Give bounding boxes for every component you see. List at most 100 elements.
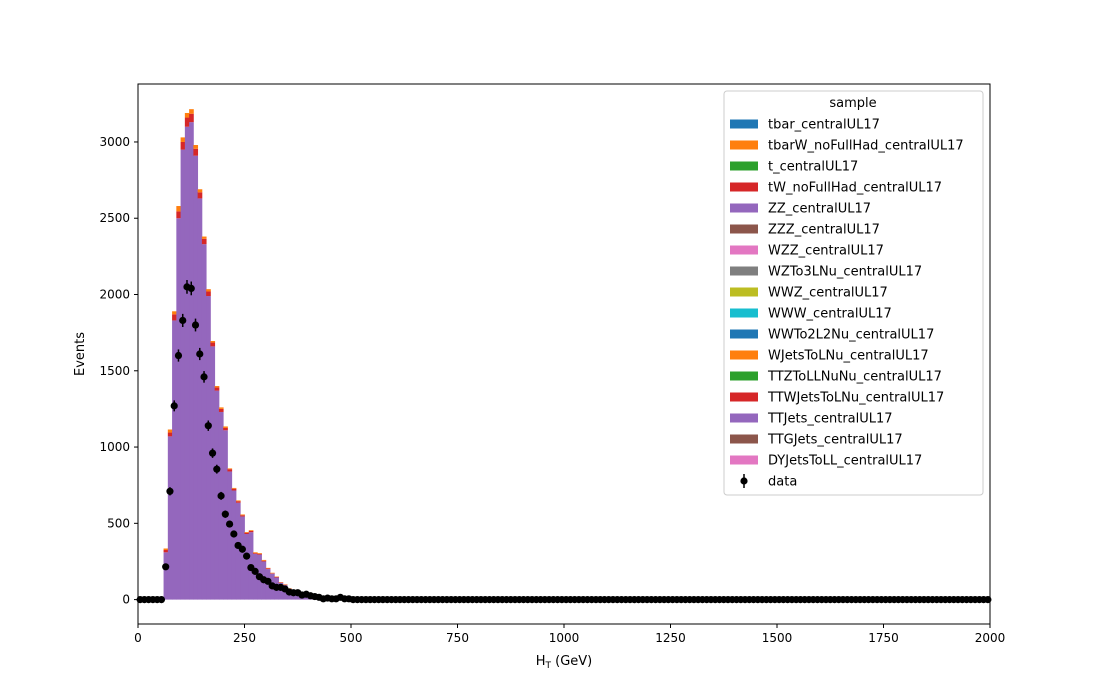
bar-wjets-13 <box>218 407 224 409</box>
bar-wjets-18 <box>240 514 245 516</box>
bar-wjets-15 <box>227 468 233 470</box>
bar-ttw-13 <box>218 408 224 412</box>
bar-ttjets-2 <box>172 320 177 600</box>
bar-wjets-5 <box>184 112 190 118</box>
bar-ttjets-1 <box>167 436 173 600</box>
bar-wjets-4 <box>180 137 186 142</box>
bar-wjets-21 <box>253 552 258 554</box>
data-point-8 <box>170 402 178 410</box>
data-point-13 <box>191 321 200 329</box>
legend-swatch-14 <box>730 413 758 423</box>
data-point-20 <box>221 510 229 518</box>
bar-ttw-14 <box>223 427 228 431</box>
bar-ttw-19 <box>244 532 250 534</box>
bar-wjets-22 <box>257 553 262 554</box>
data-point-12 <box>187 284 195 293</box>
bar-wjets-6 <box>189 109 194 114</box>
bar-ttw-10 <box>206 291 211 297</box>
bar-ttjets-12 <box>214 390 220 600</box>
data-point-17 <box>208 449 217 457</box>
bar-ttw-6 <box>189 113 194 123</box>
bar-ttjets-9 <box>201 244 207 600</box>
bar-ttjets-4 <box>180 149 186 600</box>
legend-label-5: ZZZ_centralUL17 <box>768 223 880 238</box>
data-points <box>136 280 992 604</box>
bar-ttw-21 <box>253 553 258 554</box>
x-tick-label-1: 250 <box>233 631 256 645</box>
data-point-18 <box>213 465 221 473</box>
bar-ttjets-13 <box>218 411 224 600</box>
bar-ttjets-18 <box>240 516 245 600</box>
bar-ttjets-16 <box>231 490 237 600</box>
legend-swatch-13 <box>730 392 758 402</box>
bar-wjets-19 <box>244 532 250 533</box>
bar-ttw-9 <box>201 238 207 245</box>
legend-label-0: tbar_centralUL17 <box>768 118 880 133</box>
legend-label-15: TTGJets_centralUL17 <box>767 433 903 448</box>
bar-ttw-8 <box>197 192 203 199</box>
bar-ttjets-21 <box>253 553 258 600</box>
bar-ttw-20 <box>248 530 254 533</box>
bar-wjets-3 <box>176 206 181 212</box>
legend-swatch-10 <box>730 329 758 339</box>
bar-wjets-2 <box>172 311 177 315</box>
legend-swatch-5 <box>730 224 758 234</box>
bar-ttw-22 <box>257 553 262 555</box>
legend-swatch-15 <box>730 434 758 444</box>
bar-ttjets-10 <box>206 296 211 600</box>
x-tick-label-0: 0 <box>134 631 142 645</box>
data-point-6 <box>162 563 170 571</box>
legend-swatch-8 <box>730 287 758 297</box>
bar-ttw-23 <box>261 560 267 562</box>
legend-entries: tbar_centralUL17 tbarW_noFullHad_centralU… <box>730 118 964 490</box>
legend-label-11: WJetsToLNu_centralUL17 <box>768 349 929 364</box>
bar-wjets-9 <box>201 236 207 239</box>
bar-ttw-16 <box>231 488 237 491</box>
legend-label-3: tW_noFullHad_centralUL17 <box>768 181 942 196</box>
legend-label-16: DYJetsToLL_centralUL17 <box>768 454 922 469</box>
bar-ttw-0 <box>163 550 169 553</box>
data-point-24 <box>238 545 246 553</box>
legend-swatch-7 <box>730 266 758 276</box>
data-point-21 <box>225 520 234 528</box>
data-point-15 <box>200 373 208 381</box>
legend-label-7: WZTo3LNu_centralUL17 <box>768 265 922 280</box>
bar-ttw-1 <box>167 432 173 437</box>
y-tick-label-6: 3000 <box>99 135 130 149</box>
bar-wjets-12 <box>214 386 220 388</box>
bar-ttjets-27 <box>278 582 284 600</box>
mc-stack-bars <box>163 109 356 600</box>
legend-swatch-4 <box>730 203 758 213</box>
legend-swatch-1 <box>730 140 758 150</box>
data-point-10 <box>179 316 187 325</box>
legend-swatch-2 <box>730 161 758 171</box>
y-axis-ticks: 0 500 1000 1500 2000 2500 3000 <box>99 135 138 607</box>
y-tick-label-3: 1500 <box>99 364 130 378</box>
bar-ttw-7 <box>193 148 199 156</box>
y-tick-label-5: 2500 <box>99 211 130 225</box>
legend-title: sample <box>829 96 876 111</box>
legend-data-label: data <box>768 475 797 490</box>
bar-ttjets-19 <box>244 534 250 600</box>
legend-data-marker <box>740 477 748 485</box>
legend-label-8: WWZ_centralUL17 <box>768 286 888 301</box>
legend-label-13: TTWJetsToLNu_centralUL17 <box>767 391 944 406</box>
bar-wjets-20 <box>248 530 254 531</box>
legend-swatch-12 <box>730 371 758 381</box>
x-axis-label: HT (GeV) <box>536 654 593 671</box>
bar-wjets-23 <box>261 559 267 561</box>
y-tick-label-0: 0 <box>122 593 130 607</box>
legend-box <box>723 90 984 496</box>
bar-wjets-10 <box>206 289 211 292</box>
bar-ttw-3 <box>176 211 181 219</box>
bar-ttjets-5 <box>184 126 190 600</box>
x-axis-ticks: 0 250 500 750 1000 1250 1500 1750 2000 <box>134 624 1005 645</box>
data-point-25 <box>243 552 251 560</box>
bar-ttjets-3 <box>176 218 181 600</box>
bar-ttjets-0 <box>163 552 169 600</box>
legend-label-14: TTJets_centralUL17 <box>767 412 893 427</box>
legend-label-12: TTZToLLNuNu_centralUL17 <box>767 370 942 385</box>
legend-swatch-9 <box>730 308 758 318</box>
bar-ttjets-15 <box>227 471 233 600</box>
